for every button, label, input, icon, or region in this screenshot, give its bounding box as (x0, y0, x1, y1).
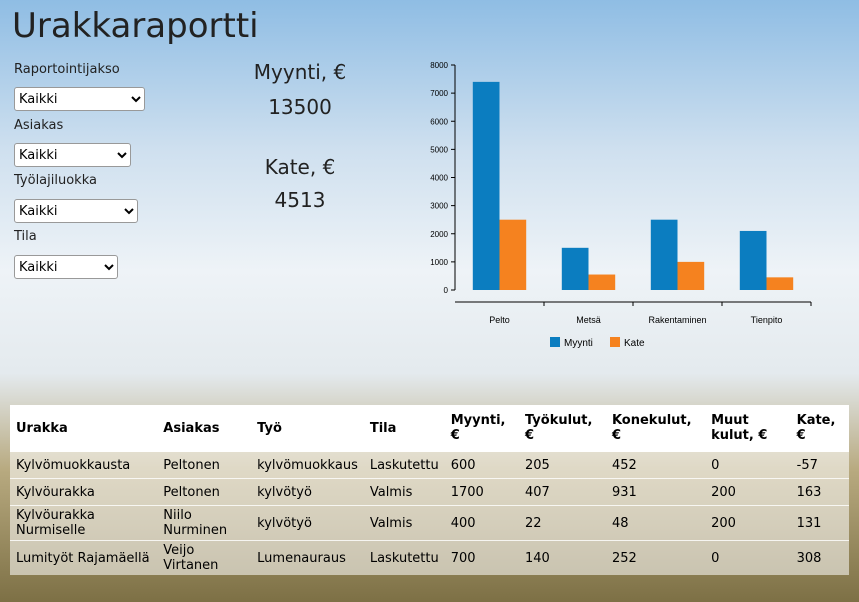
table-cell: 205 (519, 452, 606, 479)
kpi-value: 4513 (240, 188, 360, 212)
table-cell: -57 (791, 452, 849, 479)
filter-label: Tila (14, 229, 37, 244)
table-cell: 0 (705, 452, 791, 479)
filter-label: Raportointijakso (14, 62, 120, 77)
x-tick-label: Tienpito (751, 315, 783, 325)
y-tick-label: 3000 (430, 202, 448, 211)
table-cell: 700 (445, 541, 519, 576)
y-tick-label: 1000 (430, 258, 448, 267)
table-cell: 22 (519, 506, 606, 541)
table-cell: Kylvöurakka Nurmiselle (10, 506, 157, 541)
column-header: Myynti, € (445, 405, 519, 452)
y-tick-label: 5000 (430, 145, 448, 154)
bar (473, 82, 500, 290)
chart: 0 1000 2000 3000 4000 5000 6000 7000 8000 Pelto Me… (420, 55, 840, 355)
table-cell: 1700 (445, 479, 519, 506)
kpi-value: 13500 (240, 95, 360, 119)
table-cell: 163 (791, 479, 849, 506)
table-cell: Kylvömuokkausta (10, 452, 157, 479)
y-tick-label: 0 (444, 286, 449, 295)
x-tick-label: Rakentaminen (648, 315, 706, 325)
page-title: Urakkaraportti (12, 6, 259, 46)
y-tick-label: 6000 (430, 117, 448, 126)
filter-select[interactable]: Kaikki (14, 143, 131, 167)
table-cell: kylvötyö (251, 506, 364, 541)
table-cell: kylvötyö (251, 479, 364, 506)
table-cell: 931 (606, 479, 705, 506)
table-cell: 452 (606, 452, 705, 479)
table-cell: 48 (606, 506, 705, 541)
column-header: Kate, € (791, 405, 849, 452)
table-cell: 308 (791, 541, 849, 576)
table-cell: 131 (791, 506, 849, 541)
bar (767, 277, 794, 290)
filter-select[interactable]: Kaikki (14, 199, 138, 223)
y-tick-label: 4000 (430, 174, 448, 183)
bar (500, 220, 527, 290)
bar (651, 220, 678, 290)
filter-select[interactable]: Kaikki (14, 87, 145, 111)
column-header: Urakka (10, 405, 157, 452)
table-cell: 0 (705, 541, 791, 576)
table-cell: Valmis (364, 479, 445, 506)
filter-label: Työlajiluokka (14, 173, 97, 188)
table-cell: Valmis (364, 506, 445, 541)
x-tick-label: Pelto (489, 315, 510, 325)
table-cell: Niilo Nurminen (157, 506, 251, 541)
table-cell: Peltonen (157, 479, 251, 506)
column-header: Konekulut, € (606, 405, 705, 452)
table-cell: 200 (705, 506, 791, 541)
table-cell: 400 (445, 506, 519, 541)
page: Urakkaraportti Raportointijakso Kaikki A… (0, 0, 859, 602)
table-cell: 200 (705, 479, 791, 506)
y-tick-label: 2000 (430, 230, 448, 239)
bar (740, 231, 767, 290)
table-cell: kylvömuokkaus (251, 452, 364, 479)
legend-label: Myynti (564, 338, 593, 349)
filter-select[interactable]: Kaikki (14, 255, 118, 279)
legend-label: Kate (624, 338, 645, 349)
bar (562, 248, 589, 290)
table-cell: Peltonen (157, 452, 251, 479)
column-header: Muut kulut, € (705, 405, 791, 452)
table-cell: Veijo Virtanen (157, 541, 251, 576)
legend-swatch (610, 337, 620, 347)
y-tick-label: 8000 (430, 61, 448, 70)
column-header: Tila (364, 405, 445, 452)
column-header: Työ (251, 405, 364, 452)
legend-swatch (550, 337, 560, 347)
bar (589, 275, 616, 290)
table-cell: Kylvöurakka (10, 479, 157, 506)
table-cell: Laskutettu (364, 452, 445, 479)
filter-label: Asiakas (14, 118, 63, 133)
kpi-label: Kate, € (240, 155, 360, 179)
x-tick-label: Metsä (576, 315, 601, 325)
table-cell: Laskutettu (364, 541, 445, 576)
kpi-label: Myynti, € (240, 60, 360, 84)
column-header: Asiakas (157, 405, 251, 452)
table-cell: 140 (519, 541, 606, 576)
table-cell: Lumityöt Rajamäellä (10, 541, 157, 576)
column-header: Työkulut, € (519, 405, 606, 452)
bar (678, 262, 705, 290)
table-cell: 600 (445, 452, 519, 479)
table-cell: 252 (606, 541, 705, 576)
table-cell: Lumenauraus (251, 541, 364, 576)
y-tick-label: 7000 (430, 89, 448, 98)
table-cell: 407 (519, 479, 606, 506)
